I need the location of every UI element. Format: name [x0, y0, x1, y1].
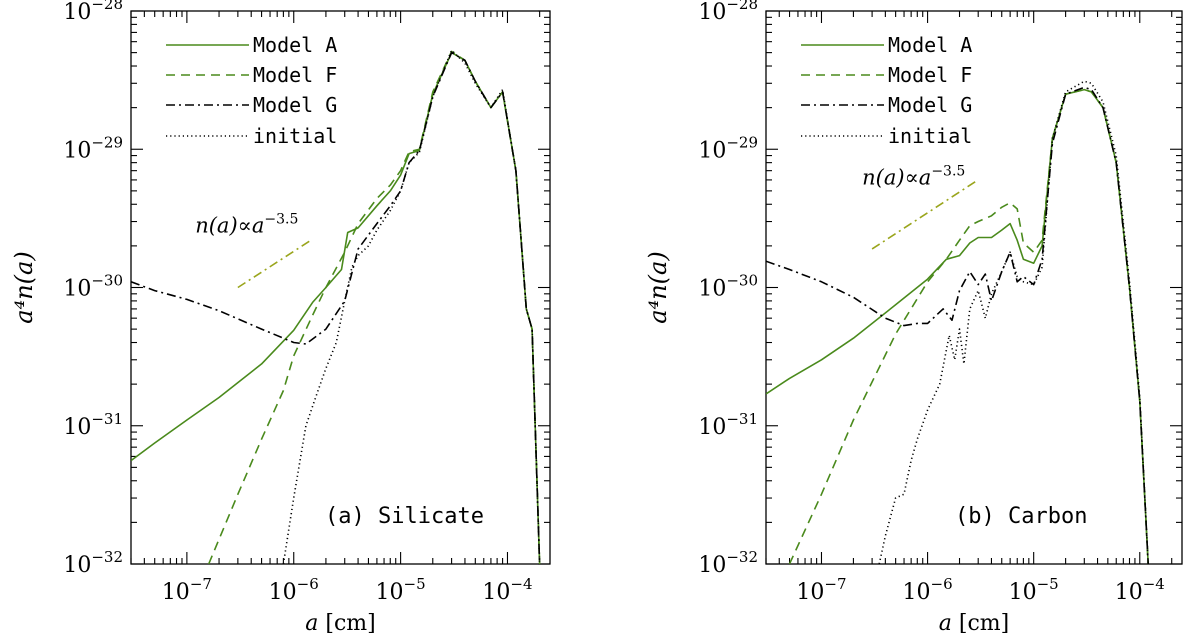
- panel-carbon: 10−7 10−6 10−5 10−4 10−32 10−31 10−30 10−29 10−2…: [644, 0, 1183, 636]
- y-tick-label: 10−30: [698, 272, 758, 302]
- series-group: [766, 80, 1149, 564]
- legend: Model A Model F Model G initial: [801, 33, 972, 148]
- legend-label: Model G: [888, 93, 972, 117]
- legend-label: Model F: [253, 63, 337, 87]
- x-tick-label: 10−5: [376, 575, 426, 605]
- plot-frame: [130, 10, 551, 565]
- y-tick-label: 10−32: [698, 548, 758, 578]
- x-tick-label: 10−4: [1115, 575, 1165, 605]
- panel-label: (b) Carbon: [955, 504, 1087, 529]
- legend-label: initial: [253, 124, 337, 148]
- legend-label: initial: [888, 124, 972, 148]
- slope-annotation: n(a)∝a−3.5: [862, 163, 965, 189]
- x-tick-label: 10−6: [269, 575, 319, 605]
- slope-annotation: n(a)∝a−3.5: [195, 211, 298, 237]
- series-line-model-f: [788, 88, 1149, 564]
- panel-silicate: 10−7 10−6 10−5 10−4 10−32 10−31 10−30 10−29 10−2…: [10, 0, 551, 636]
- plot-frame: [765, 10, 1183, 565]
- x-axis-label: a [cm]: [305, 611, 375, 636]
- series-line-initial: [878, 80, 1149, 564]
- x-tick-label: 10−6: [903, 575, 953, 605]
- y-tick-label: 10−29: [63, 133, 123, 163]
- legend-label: Model A: [888, 33, 972, 57]
- y-tick-label: 10−28: [63, 0, 123, 25]
- x-tick-label: 10−4: [482, 575, 532, 605]
- y-axis-label: a⁴n(a): [10, 251, 38, 323]
- y-tick-label: 10−29: [698, 133, 758, 163]
- series-line-model-g: [766, 86, 1149, 564]
- y-tick-label: 10−28: [698, 0, 758, 25]
- y-tick-label: 10−32: [63, 548, 123, 578]
- y-tick-label: 10−31: [63, 410, 123, 440]
- slope-reference-line: [237, 238, 313, 289]
- series-line-model-g: [131, 51, 541, 564]
- x-axis-label: a [cm]: [939, 611, 1009, 636]
- series-group: [131, 49, 541, 564]
- legend-label: Model G: [253, 93, 337, 117]
- panel-label: (a) Silicate: [325, 504, 484, 529]
- y-axis-label: a⁴n(a): [644, 251, 672, 323]
- legend-label: Model F: [888, 63, 972, 87]
- y-tick-label: 10−31: [698, 410, 758, 440]
- y-tick-label: 10−30: [63, 272, 123, 302]
- legend: Model A Model F Model G initial: [166, 33, 337, 148]
- legend-label: Model A: [253, 33, 337, 57]
- x-tick-label: 10−7: [796, 575, 846, 605]
- series-line-model-a: [766, 88, 1149, 564]
- x-tick-label: 10−7: [162, 575, 212, 605]
- x-tick-label: 10−5: [1009, 575, 1059, 605]
- slope-reference-line: [871, 179, 979, 250]
